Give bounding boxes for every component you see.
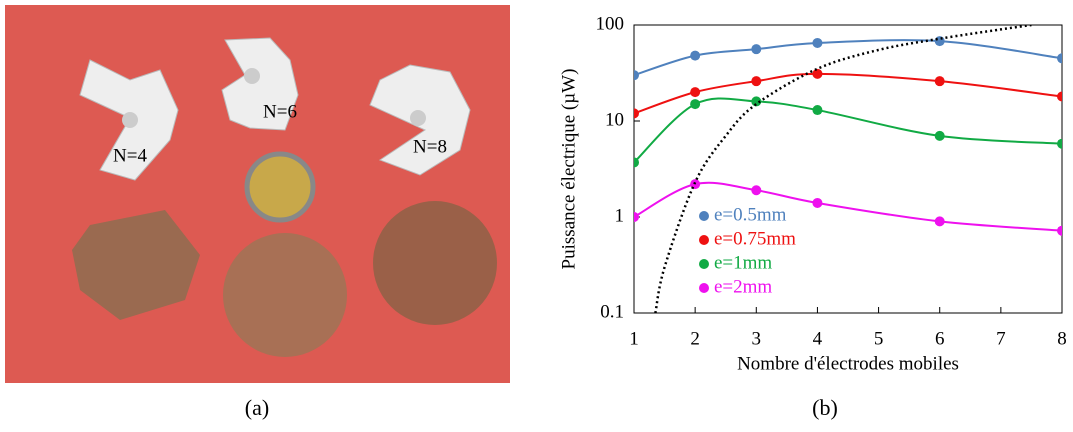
disk-4 (72, 210, 200, 320)
photo: N=4 N=6 N=8 (5, 5, 510, 383)
data-point (751, 96, 762, 107)
data-point (1057, 225, 1062, 236)
data-point (690, 87, 701, 98)
legend-label: e=2mm (714, 276, 772, 297)
data-point (751, 185, 762, 196)
legend-label: e=0.5mm (714, 204, 787, 225)
disk-8 (373, 201, 497, 325)
caption: (b) (812, 395, 838, 420)
legend-label: e=1mm (714, 252, 772, 273)
y-tick-label: 100 (596, 13, 625, 34)
y-tick-label: 10 (605, 109, 624, 130)
data-point (934, 130, 945, 141)
data-point (634, 212, 639, 222)
x-tick-label: 7 (996, 328, 1006, 349)
data-point (812, 197, 823, 208)
data-point (934, 76, 945, 87)
disk-6 (223, 233, 347, 357)
model-curve (654, 25, 1032, 313)
plot-area (634, 25, 1062, 313)
caption: (a) (245, 395, 269, 420)
hub (410, 110, 426, 126)
data-point (634, 70, 639, 81)
y-tick-label: 0.1 (600, 301, 624, 322)
photo-label: N=6 (263, 101, 297, 122)
hub (244, 68, 260, 84)
data-point (1057, 91, 1062, 102)
data-point (690, 50, 701, 61)
y-tick-label: 1 (615, 205, 625, 226)
coin (244, 151, 316, 223)
y-axis-label: Puissance électrique (µW) (558, 69, 579, 270)
legend-marker (699, 283, 709, 293)
data-point (812, 37, 823, 48)
legend-label: e=0.75mm (714, 228, 796, 249)
data-point (634, 108, 639, 119)
x-tick-label: 3 (752, 328, 762, 349)
data-point (751, 76, 762, 87)
plot-frame (633, 24, 1063, 314)
data-point (1057, 53, 1062, 64)
legend-marker (699, 211, 709, 221)
x-tick-label: 2 (690, 328, 700, 349)
data-point (1057, 138, 1062, 149)
x-tick-label: 4 (813, 328, 823, 349)
legend-marker (699, 259, 709, 269)
data-point (634, 157, 639, 168)
photo-label: N=8 (413, 136, 447, 157)
x-tick-label: 5 (874, 328, 884, 349)
data-point (812, 68, 823, 79)
data-point (690, 99, 701, 110)
x-tick-label: 1 (629, 328, 639, 349)
photo-label: N=4 (113, 145, 147, 166)
data-point (751, 44, 762, 55)
x-tick-label: 6 (935, 328, 945, 349)
data-point (934, 36, 945, 47)
x-tick-label: 8 (1057, 328, 1067, 349)
data-point (812, 105, 823, 116)
x-axis-label: Nombre d'électrodes mobiles (737, 353, 959, 374)
series-line (634, 181, 1062, 232)
hub (122, 112, 138, 128)
legend-marker (699, 235, 709, 245)
data-point (934, 216, 945, 227)
series-line (634, 97, 1062, 164)
